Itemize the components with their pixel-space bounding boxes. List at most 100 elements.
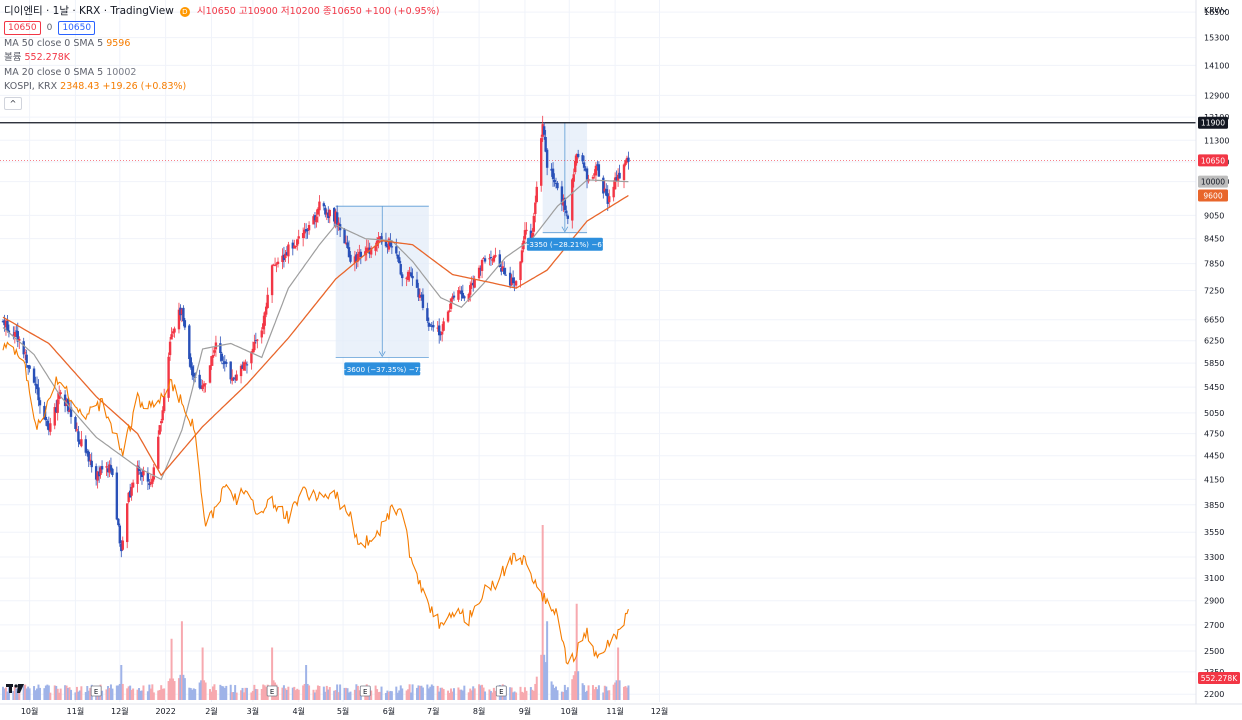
volume-bar xyxy=(74,692,77,700)
earnings-marker[interactable]: E xyxy=(495,685,507,697)
volume-bar xyxy=(377,692,380,700)
time-tick-label: 12월 xyxy=(111,706,129,716)
tradingview-logo-icon xyxy=(6,684,24,693)
candle-body xyxy=(318,201,321,211)
grid-lines xyxy=(0,0,1196,702)
candle-body xyxy=(325,213,329,215)
volume-bar xyxy=(407,689,410,700)
earnings-marker[interactable]: E xyxy=(90,685,102,697)
candle-body xyxy=(508,272,512,286)
volume-bar xyxy=(546,621,549,700)
candle-body xyxy=(220,353,224,361)
candle-body xyxy=(492,255,496,262)
candle-body xyxy=(296,239,299,246)
ma20-value: 10002 xyxy=(106,66,137,78)
candle-body xyxy=(139,472,142,474)
earnings-marker[interactable]: E xyxy=(359,685,371,697)
legend-ma20[interactable]: MA 20 close 0 SMA 5 10002 xyxy=(4,66,439,81)
candle-body xyxy=(359,251,363,258)
candle-body xyxy=(84,439,88,453)
candle-body xyxy=(235,374,238,381)
volume-bar xyxy=(488,689,491,700)
candle-body xyxy=(189,357,192,368)
collapse-legend-button[interactable]: ^ xyxy=(4,96,22,110)
price-tick-label: 16500 xyxy=(1204,8,1229,17)
legend-volume[interactable]: 볼륨 552.278K xyxy=(4,51,439,66)
candle-body xyxy=(477,267,481,279)
candle-body xyxy=(355,254,358,262)
candle-body xyxy=(613,177,617,190)
ma20-line xyxy=(2,179,629,481)
candle-body xyxy=(446,311,450,322)
symbol-title[interactable]: 디이엔티 · 1날 · KRX · TradingView xyxy=(4,5,174,17)
tradingview-logo[interactable] xyxy=(6,683,24,696)
volume-bar xyxy=(213,684,216,700)
candle-body xyxy=(542,126,546,135)
volume-bar xyxy=(587,685,590,700)
candle-body xyxy=(44,416,48,421)
kospi-change: +19.26 (+0.83%) xyxy=(102,81,187,92)
volume-bar xyxy=(182,674,185,700)
ask-price-box[interactable]: 10650 xyxy=(58,20,96,35)
volume-bar xyxy=(358,690,361,700)
candle-body xyxy=(374,245,377,251)
volume-bar xyxy=(232,691,235,700)
volume-bar xyxy=(253,684,256,700)
bid-price-box[interactable]: 10650 xyxy=(4,20,41,35)
legend-ma50[interactable]: MA 50 close 0 SMA 5 9596 xyxy=(4,37,439,52)
volume-bar xyxy=(140,690,143,700)
volume-bar xyxy=(44,685,47,700)
volume-label: 볼륨 xyxy=(4,52,22,63)
volume-bar xyxy=(515,692,518,700)
earnings-marker[interactable]: E xyxy=(266,685,278,697)
candle-body xyxy=(596,164,599,166)
volume-bar xyxy=(447,690,450,700)
volume-bar xyxy=(336,684,339,700)
volume-bar xyxy=(313,692,316,700)
candle-body xyxy=(395,246,398,254)
price-tick-label: 4750 xyxy=(1204,430,1224,439)
candle-body xyxy=(534,202,537,215)
candle-body xyxy=(375,240,379,247)
volume-bar xyxy=(240,690,243,700)
volume-bar xyxy=(603,685,606,700)
volume-price-tag-box xyxy=(1198,672,1240,684)
candle-body xyxy=(420,295,423,297)
candle-body xyxy=(514,281,518,286)
time-tick-label: 8월 xyxy=(473,706,485,716)
volume-bar xyxy=(523,687,526,700)
candle-body xyxy=(46,420,49,427)
volume-bar xyxy=(347,692,350,700)
candle-body xyxy=(346,242,349,248)
volume-bar xyxy=(87,690,90,700)
candle-body xyxy=(529,230,533,242)
volume-bar xyxy=(12,690,15,700)
candle-body xyxy=(273,264,277,266)
candle-body xyxy=(80,439,83,447)
volume-bar xyxy=(346,688,349,700)
candle-body xyxy=(541,124,544,137)
candle-body xyxy=(188,325,191,360)
volume-bar xyxy=(574,671,577,700)
volume-bar xyxy=(149,688,152,700)
volume-bar xyxy=(194,689,197,700)
volume-bar xyxy=(231,692,234,700)
volume-bar xyxy=(189,688,192,700)
volume-bar xyxy=(201,647,204,700)
price-tick-label: 12900 xyxy=(1204,91,1229,100)
candles xyxy=(1,115,630,558)
legend-kospi[interactable]: KOSPI, KRX 2348.43 +19.26 (+0.83%) xyxy=(4,80,439,95)
volume-bar xyxy=(55,685,58,700)
volume-bar xyxy=(13,686,16,700)
volume-bar xyxy=(605,686,608,700)
volume-bar xyxy=(34,690,37,700)
volume-bar xyxy=(177,678,180,700)
candle-body xyxy=(411,275,414,279)
candle-body xyxy=(115,472,119,520)
currency-label[interactable]: KRW xyxy=(1204,6,1222,15)
volume-bar xyxy=(401,688,404,700)
candle-body xyxy=(594,165,598,176)
volume-bar xyxy=(416,687,419,700)
candle-body xyxy=(551,168,555,180)
